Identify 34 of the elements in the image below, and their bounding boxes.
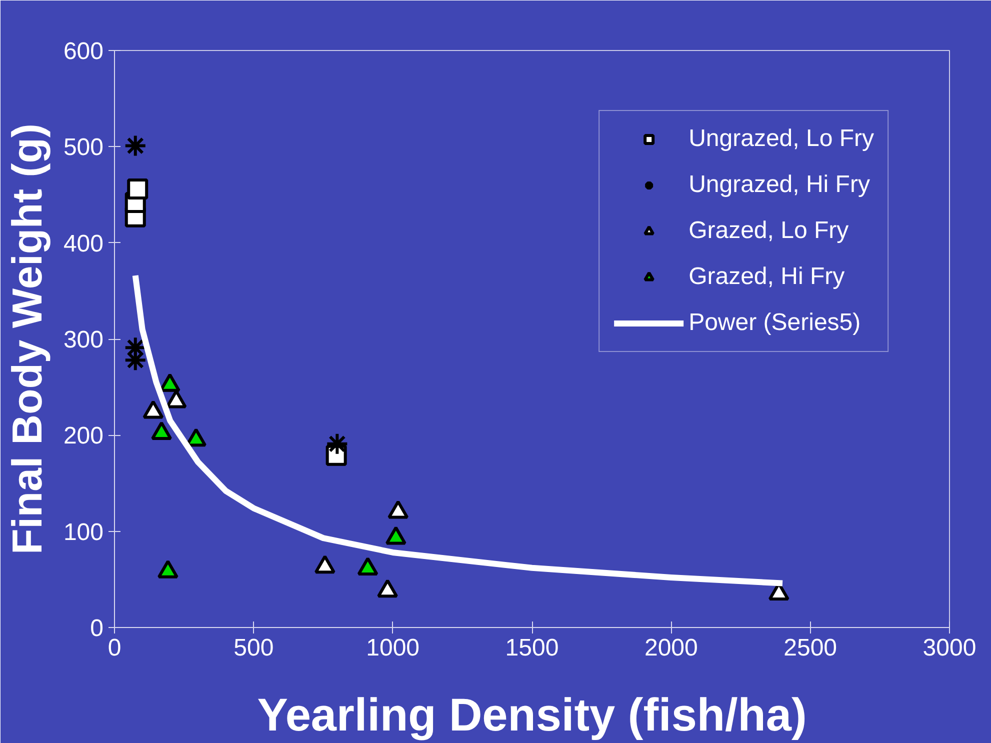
point bbox=[157, 560, 178, 578]
x-tick-label: 1500 bbox=[505, 634, 559, 662]
x-tick-label: 1000 bbox=[366, 634, 420, 662]
legend-label: Grazed, Hi Fry bbox=[688, 263, 845, 291]
point bbox=[377, 579, 398, 598]
legend-label: Ungrazed, Lo Fry bbox=[688, 125, 874, 153]
x-tick-label: 0 bbox=[108, 634, 122, 662]
point bbox=[127, 178, 148, 200]
legend-label: Ungrazed, Hi Fry bbox=[688, 171, 870, 199]
y-tick-label: 200 bbox=[63, 422, 104, 450]
y-tick-label: 600 bbox=[63, 38, 104, 65]
y-axis-title: Final Body Weight (g) bbox=[3, 124, 50, 554]
point bbox=[186, 428, 207, 447]
x-tick-label: 2000 bbox=[644, 634, 698, 662]
x-axis-title: Yearling Density (fish/ha) bbox=[257, 688, 807, 740]
point bbox=[166, 390, 187, 408]
x-tick-label: 2500 bbox=[784, 634, 838, 662]
legend-label: Grazed, Lo Fry bbox=[688, 217, 849, 245]
point bbox=[124, 134, 147, 158]
x-tick-label: 3000 bbox=[922, 634, 976, 662]
point bbox=[388, 500, 409, 519]
x-tick-label: 500 bbox=[234, 634, 274, 662]
y-tick-label: 500 bbox=[63, 134, 104, 162]
y-tick-label: 300 bbox=[63, 326, 104, 354]
y-tick-label: 100 bbox=[63, 518, 104, 546]
y-tick-label: 400 bbox=[63, 230, 104, 258]
y-tick-label: 0 bbox=[90, 615, 104, 642]
point bbox=[314, 555, 336, 574]
legend-label: Power (Series5) bbox=[688, 309, 861, 337]
point bbox=[385, 526, 406, 545]
point bbox=[142, 400, 164, 419]
point bbox=[159, 373, 180, 392]
point bbox=[357, 556, 378, 576]
point bbox=[151, 421, 172, 440]
